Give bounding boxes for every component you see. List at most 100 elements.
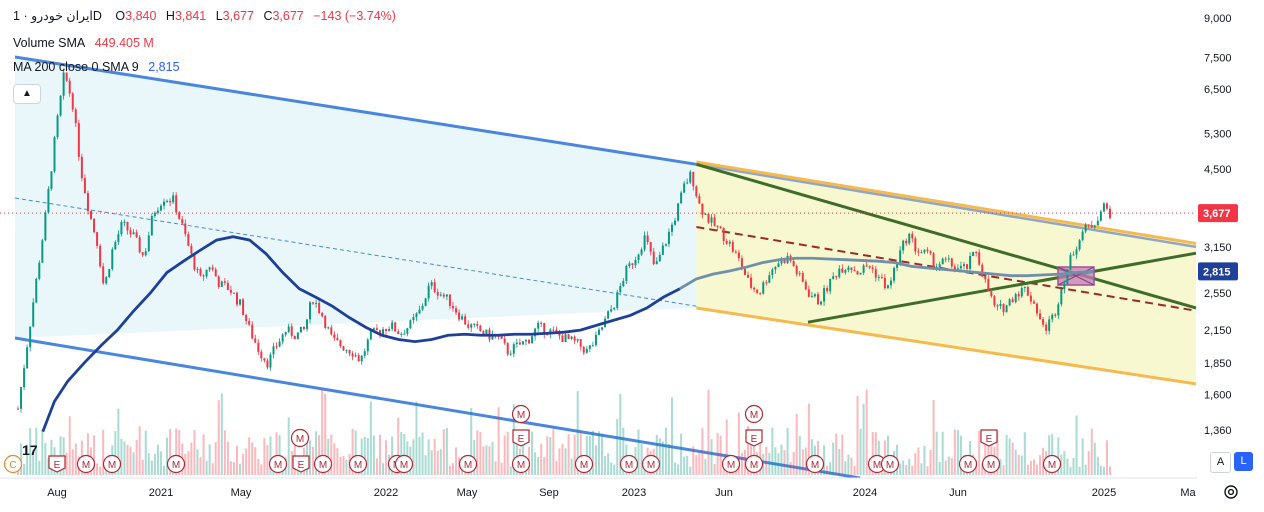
candle-body [382, 329, 385, 335]
volume-bar [369, 401, 372, 475]
marker-letter: M [647, 460, 655, 471]
candle-body [564, 334, 567, 343]
volume-bar [686, 455, 689, 475]
candle-body [713, 217, 716, 226]
volume-bar [683, 456, 686, 475]
volume-bar [1069, 466, 1072, 475]
volume-bar [841, 434, 844, 475]
volume-bar [798, 436, 801, 475]
candle-body [193, 253, 196, 270]
ma-badge-label: 2,815 [1203, 266, 1231, 278]
volume-bar [38, 460, 41, 475]
volume-bar [503, 435, 506, 475]
marker-letter: M [108, 460, 116, 471]
meeting-marker: M [744, 454, 764, 474]
volume-bar [546, 436, 549, 475]
candle-body [661, 245, 664, 255]
channel-upper-extension [696, 163, 1197, 249]
symbol-name[interactable]: ایران خودرو [31, 9, 93, 23]
volume-bar [65, 452, 68, 475]
candle-body [962, 264, 965, 266]
meeting-marker: M [348, 454, 368, 474]
volume-bar [342, 455, 345, 475]
marker-circle [619, 454, 639, 474]
legend-volume-line[interactable]: Volume SMA 449.405 M [13, 36, 154, 50]
volume-bar [166, 437, 169, 475]
price-tick-label: 5,300 [1204, 128, 1232, 140]
candle-body [999, 304, 1002, 307]
volume-bar [211, 463, 214, 475]
legend-collapse-button[interactable]: ▲ [13, 84, 41, 104]
log-scale-button[interactable]: L [1234, 452, 1253, 471]
candle-body [917, 251, 920, 253]
candle-body [1029, 295, 1032, 302]
candle-body [692, 171, 695, 187]
candle-body [899, 250, 902, 264]
volume-bar [309, 440, 312, 475]
close-label: C [263, 9, 273, 23]
marker-circle [394, 454, 414, 474]
candle-body [801, 273, 804, 282]
marker-letter: M [517, 410, 525, 421]
auto-scale-button[interactable]: A [1210, 452, 1231, 473]
candle-body [278, 341, 281, 347]
candle-body [844, 270, 847, 273]
volume-bar [375, 458, 378, 475]
candle-body [169, 200, 172, 203]
marker-circle [805, 454, 825, 474]
volume-bar [795, 413, 798, 475]
candle-body [932, 253, 935, 268]
candle-body [640, 249, 643, 255]
candle-body [102, 266, 105, 284]
volume-bar [670, 397, 673, 475]
candle-body [619, 286, 622, 293]
volume-bar [552, 428, 555, 475]
meeting-marker: M [76, 454, 96, 474]
candle-body [929, 251, 932, 254]
price-tick-label: 6,500 [1204, 84, 1232, 96]
volume-bar [917, 447, 920, 475]
volume-bar [1048, 435, 1051, 475]
volume-bar [914, 453, 917, 475]
candle-body [290, 326, 293, 336]
candle-body [625, 266, 628, 281]
candle-body [299, 326, 302, 333]
volume-bar [382, 463, 385, 475]
volume-bar [823, 445, 826, 475]
volume-bar [1057, 437, 1060, 475]
candle-body [44, 212, 47, 241]
gear-icon[interactable] [1222, 483, 1240, 501]
volume-bar [135, 439, 138, 475]
meeting-marker: M [721, 454, 741, 474]
price-tick-label: 1,360 [1204, 425, 1232, 437]
candle-body [695, 186, 698, 197]
volume-bar [601, 433, 604, 475]
interval-label[interactable]: 1D [13, 9, 102, 23]
last-price-label: 3,677 [1203, 208, 1231, 220]
candle-body [597, 329, 600, 335]
legend-ma-line[interactable]: MA 200 close 0 SMA 9 2,815 [13, 60, 180, 74]
candle-body [354, 355, 357, 357]
candle-body [455, 308, 458, 313]
volume-bar [86, 433, 89, 475]
candle-body [908, 233, 911, 244]
volume-bar [324, 393, 327, 475]
candle-body [339, 340, 342, 347]
volume-bar [926, 466, 929, 475]
volume-bar [96, 463, 99, 475]
volume-value: 449.405 M [94, 36, 154, 50]
candle-body [223, 281, 226, 283]
marker-circle [511, 404, 531, 424]
volume-bar [622, 427, 625, 475]
time-tick-label: Jun [949, 487, 967, 499]
volume-bar [1029, 460, 1032, 475]
volume-bar [695, 455, 698, 475]
candle-body [756, 289, 759, 294]
candle-body [762, 282, 765, 294]
volume-bar [722, 466, 725, 475]
volume-bar [257, 458, 260, 475]
candle-body [643, 235, 646, 250]
candle-body [509, 353, 512, 355]
